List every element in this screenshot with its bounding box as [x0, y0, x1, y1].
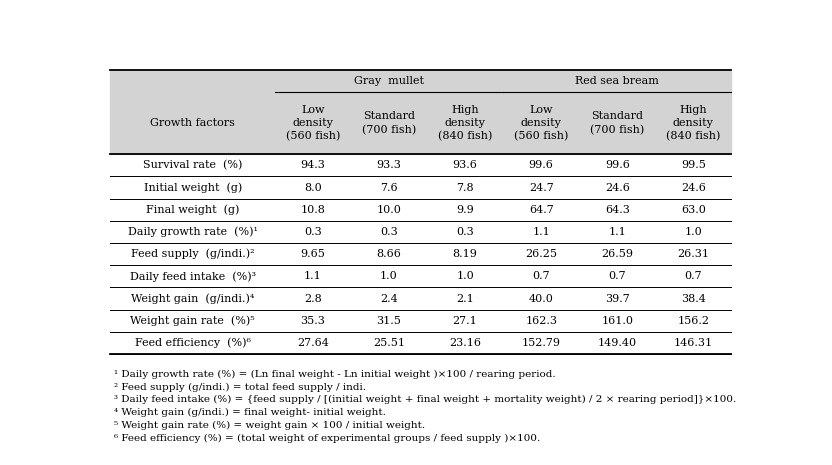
Text: 0.3: 0.3 [304, 227, 322, 237]
Text: 24.6: 24.6 [681, 183, 706, 193]
Text: Final weight  (g): Final weight (g) [146, 205, 240, 215]
Text: Feed supply  (g/indi.)²: Feed supply (g/indi.)² [131, 249, 255, 259]
Bar [111, 70, 731, 92]
Text: Feed efficiency  (%)⁶: Feed efficiency (%)⁶ [135, 338, 250, 348]
Text: High
density
(840 fish): High density (840 fish) [438, 105, 493, 141]
Text: 2.1: 2.1 [456, 293, 474, 304]
Text: 10.8: 10.8 [300, 205, 325, 215]
Text: Daily growth rate  (%)¹: Daily growth rate (%)¹ [128, 226, 258, 237]
Text: 0.7: 0.7 [685, 272, 702, 281]
Text: 162.3: 162.3 [525, 316, 557, 326]
Text: Standard
(700 fish): Standard (700 fish) [590, 111, 645, 135]
Text: Survival rate  (%): Survival rate (%) [143, 160, 242, 171]
Text: ³ Daily feed intake (%) = {feed supply / [(initial weight + final weight + morta: ³ Daily feed intake (%) = {feed supply /… [114, 395, 736, 405]
Text: 149.40: 149.40 [597, 338, 636, 348]
Text: 99.6: 99.6 [529, 160, 553, 170]
Text: High
density
(840 fish): High density (840 fish) [666, 105, 721, 141]
Text: Red sea bream: Red sea bream [575, 76, 659, 86]
Text: 64.7: 64.7 [529, 205, 553, 215]
Text: 10.0: 10.0 [377, 205, 401, 215]
Text: 25.51: 25.51 [373, 338, 405, 348]
Text: ² Feed supply (g/indi.) = total feed supply / indi.: ² Feed supply (g/indi.) = total feed sup… [114, 382, 366, 392]
Text: 26.31: 26.31 [677, 249, 710, 259]
Text: 24.6: 24.6 [605, 183, 630, 193]
Text: 26.59: 26.59 [602, 249, 633, 259]
Text: 8.66: 8.66 [377, 249, 401, 259]
Text: Growth factors: Growth factors [151, 118, 235, 128]
Text: 93.3: 93.3 [377, 160, 401, 170]
Text: 1.1: 1.1 [304, 272, 322, 281]
Text: 1.0: 1.0 [380, 272, 398, 281]
Text: 8.0: 8.0 [304, 183, 322, 193]
Text: 9.65: 9.65 [300, 249, 325, 259]
Text: ¹ Daily growth rate (%) = (Ln final weight - Ln initial weight )×100 / rearing p: ¹ Daily growth rate (%) = (Ln final weig… [114, 370, 555, 379]
Text: 0.7: 0.7 [532, 272, 550, 281]
Text: 9.9: 9.9 [456, 205, 474, 215]
Text: 0.3: 0.3 [456, 227, 474, 237]
Text: 1.0: 1.0 [685, 227, 702, 237]
Text: Weight gain  (g/indi.)⁴: Weight gain (g/indi.)⁴ [131, 293, 255, 304]
Text: 156.2: 156.2 [677, 316, 710, 326]
Text: Gray  mullet: Gray mullet [354, 76, 424, 86]
Text: 1.1: 1.1 [608, 227, 626, 237]
Text: 94.3: 94.3 [300, 160, 325, 170]
Text: ⁵ Weight gain rate (%) = weight gain × 100 / initial weight.: ⁵ Weight gain rate (%) = weight gain × 1… [114, 421, 425, 430]
Text: ⁶ Feed efficiency (%) = (total weight of experimental groups / feed supply )×100: ⁶ Feed efficiency (%) = (total weight of… [114, 434, 540, 443]
Text: 7.8: 7.8 [456, 183, 474, 193]
Text: Initial weight  (g): Initial weight (g) [144, 182, 242, 193]
Text: 35.3: 35.3 [300, 316, 325, 326]
Text: 99.5: 99.5 [681, 160, 706, 170]
Text: 23.16: 23.16 [449, 338, 481, 348]
Text: 152.79: 152.79 [522, 338, 561, 348]
Text: Standard
(700 fish): Standard (700 fish) [362, 111, 416, 135]
Text: 99.6: 99.6 [605, 160, 630, 170]
Text: 39.7: 39.7 [605, 293, 630, 304]
Text: 64.3: 64.3 [605, 205, 630, 215]
Text: 27.64: 27.64 [297, 338, 329, 348]
Text: 8.19: 8.19 [453, 249, 478, 259]
Text: 2.4: 2.4 [380, 293, 398, 304]
Text: 0.7: 0.7 [608, 272, 626, 281]
Text: 26.25: 26.25 [525, 249, 557, 259]
Text: 2.8: 2.8 [304, 293, 322, 304]
Text: 0.3: 0.3 [380, 227, 398, 237]
Text: ⁴ Weight gain (g/indi.) = final weight- initial weight.: ⁴ Weight gain (g/indi.) = final weight- … [114, 408, 385, 418]
Text: 1.1: 1.1 [532, 227, 550, 237]
Text: 146.31: 146.31 [674, 338, 713, 348]
Text: Low
density
(560 fish): Low density (560 fish) [285, 105, 340, 141]
Text: 93.6: 93.6 [453, 160, 478, 170]
Text: Daily feed intake  (%)³: Daily feed intake (%)³ [130, 271, 255, 282]
Text: 38.4: 38.4 [681, 293, 706, 304]
Text: Weight gain rate  (%)⁵: Weight gain rate (%)⁵ [131, 315, 255, 326]
Text: Low
density
(560 fish): Low density (560 fish) [514, 105, 568, 141]
Text: 40.0: 40.0 [529, 293, 553, 304]
Text: 31.5: 31.5 [377, 316, 401, 326]
Text: 1.0: 1.0 [456, 272, 474, 281]
Text: 7.6: 7.6 [380, 183, 398, 193]
Text: 161.0: 161.0 [602, 316, 633, 326]
Text: 27.1: 27.1 [453, 316, 478, 326]
Text: 24.7: 24.7 [529, 183, 553, 193]
Text: 63.0: 63.0 [681, 205, 706, 215]
